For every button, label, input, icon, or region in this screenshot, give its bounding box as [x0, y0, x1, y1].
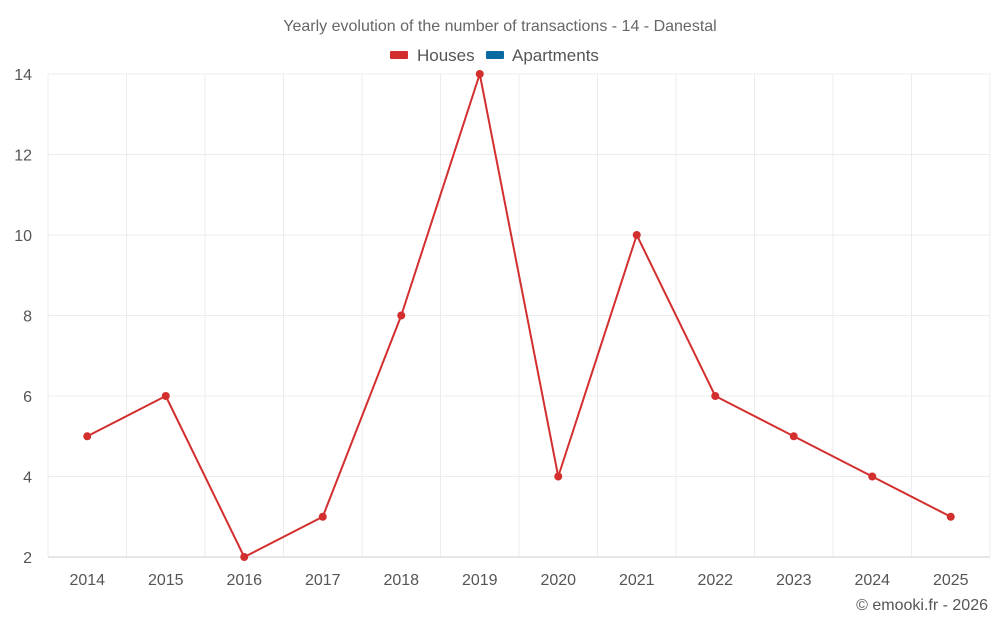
legend-swatch-apartments: [486, 51, 504, 59]
x-tick-label-2024: 2024: [854, 572, 890, 589]
legend-label-houses[interactable]: Houses: [417, 46, 475, 65]
legend-swatch-houses: [390, 51, 408, 59]
credit-text: © emooki.fr - 2026: [856, 597, 988, 614]
y-tick-label-6: 6: [23, 389, 32, 406]
x-tick-label-2022: 2022: [697, 572, 733, 589]
grid-lines: [47, 73, 991, 558]
x-tick-label-2019: 2019: [462, 572, 498, 589]
data-point-houses-2023[interactable]: [789, 432, 798, 441]
y-tick-label-2: 2: [23, 550, 32, 567]
x-tick-label-2023: 2023: [776, 572, 812, 589]
x-tick-label-2025: 2025: [933, 572, 969, 589]
chart-legend: Houses Apartments: [390, 46, 599, 65]
data-point-houses-2015[interactable]: [161, 392, 170, 400]
y-tick-label-14: 14: [14, 67, 32, 84]
data-point-houses-2021[interactable]: [632, 231, 641, 239]
x-tick-label-2018: 2018: [383, 572, 419, 589]
data-point-houses-2024[interactable]: [868, 472, 877, 481]
legend-label-apartments[interactable]: Apartments: [512, 46, 599, 65]
x-tick-label-2017: 2017: [305, 572, 341, 589]
x-tick-label-2020: 2020: [540, 572, 576, 589]
chart-title: Yearly evolution of the number of transa…: [283, 18, 716, 35]
x-tick-label-2015: 2015: [148, 572, 184, 589]
data-point-houses-2020[interactable]: [554, 472, 563, 481]
y-tick-label-10: 10: [14, 228, 32, 245]
data-point-houses-2018[interactable]: [397, 311, 406, 320]
series-layer: [83, 70, 955, 561]
data-point-houses-2025[interactable]: [946, 512, 955, 521]
data-point-houses-2017[interactable]: [318, 512, 327, 521]
data-point-houses-2016[interactable]: [240, 553, 249, 561]
x-tick-label-2016: 2016: [226, 572, 262, 589]
data-point-houses-2019[interactable]: [475, 70, 484, 78]
axes: 2 4 6 8 10 12 14 2014 2015 2016 2017 2018 2019 2020 20…: [14, 67, 990, 589]
series-line-houses: [86, 73, 952, 558]
data-point-houses-2014[interactable]: [83, 432, 92, 441]
y-tick-label-12: 12: [14, 148, 32, 165]
data-point-houses-2022[interactable]: [711, 392, 720, 400]
x-tick-label-2014: 2014: [69, 572, 105, 589]
x-tick-label-2021: 2021: [619, 572, 655, 589]
y-tick-label-8: 8: [23, 309, 32, 326]
y-tick-label-4: 4: [23, 470, 32, 487]
